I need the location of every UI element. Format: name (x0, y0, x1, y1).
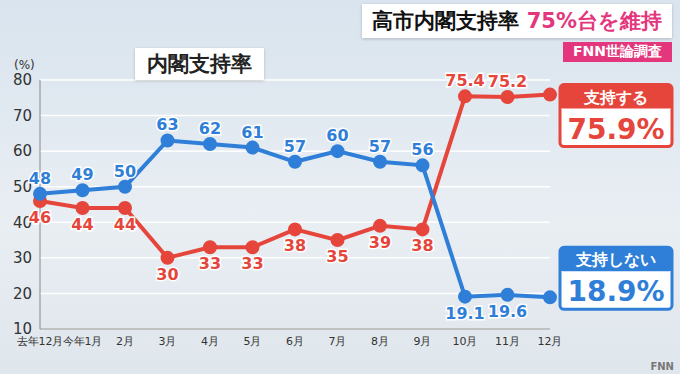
svg-text:6月: 6月 (286, 335, 304, 348)
svg-text:30: 30 (156, 265, 178, 284)
svg-text:62: 62 (199, 119, 221, 138)
svg-text:12月: 12月 (538, 335, 563, 348)
svg-text:18.9%: 18.9% (567, 275, 664, 308)
svg-text:38: 38 (284, 236, 306, 255)
svg-text:支持しない: 支持しない (575, 250, 656, 269)
svg-text:38: 38 (411, 236, 433, 255)
svg-text:60: 60 (13, 142, 32, 160)
svg-text:10月: 10月 (453, 335, 478, 348)
svg-text:57: 57 (369, 137, 391, 156)
svg-text:3月: 3月 (159, 335, 177, 348)
svg-text:57: 57 (284, 137, 306, 156)
svg-text:9月: 9月 (414, 335, 432, 348)
svg-text:46: 46 (29, 208, 51, 227)
svg-text:支持する: 支持する (583, 88, 648, 107)
svg-text:61: 61 (241, 123, 263, 142)
svg-text:50: 50 (114, 162, 136, 181)
svg-text:35: 35 (326, 247, 348, 266)
svg-text:33: 33 (241, 254, 263, 273)
html-text:内閣支持率: 内閣支持率 (147, 52, 252, 76)
svg-text:80: 80 (13, 71, 32, 89)
svg-text:75.9%: 75.9% (567, 113, 664, 146)
svg-text:5月: 5月 (244, 335, 262, 348)
svg-text:11月: 11月 (495, 335, 520, 348)
svg-text:20: 20 (13, 285, 32, 303)
svg-text:70: 70 (13, 107, 32, 125)
svg-text:48: 48 (29, 169, 51, 188)
html-text:FNN: FNN (650, 361, 674, 372)
svg-text:去年12月: 去年12月 (16, 334, 64, 348)
svg-text:30: 30 (13, 249, 32, 267)
svg-text:75.4: 75.4 (445, 71, 484, 90)
svg-text:63: 63 (156, 115, 178, 134)
svg-text:33: 33 (199, 254, 221, 273)
svg-text:19.6: 19.6 (488, 302, 527, 321)
html-text:FNN世論調査: FNN世論調査 (573, 43, 662, 59)
svg-text:19.1: 19.1 (445, 304, 484, 323)
svg-text:49: 49 (71, 165, 93, 184)
svg-text:75.2: 75.2 (488, 72, 527, 91)
svg-text:2月: 2月 (116, 335, 134, 348)
svg-text:10: 10 (13, 320, 32, 338)
svg-text:8月: 8月 (371, 335, 389, 348)
svg-text:4月: 4月 (201, 335, 219, 348)
svg-text:44: 44 (71, 215, 93, 234)
html-text:高市内閣支持率 75%台を維持: 高市内閣支持率 75%台を維持 (371, 9, 662, 33)
svg-text:56: 56 (411, 140, 433, 159)
svg-text:40: 40 (12, 213, 32, 232)
svg-text:今年1月: 今年1月 (63, 335, 103, 348)
svg-text:60: 60 (326, 126, 348, 145)
svg-text:39: 39 (369, 233, 391, 252)
svg-text:7月: 7月 (329, 335, 347, 348)
svg-text:50: 50 (12, 178, 32, 196)
svg-text:44: 44 (114, 215, 136, 234)
